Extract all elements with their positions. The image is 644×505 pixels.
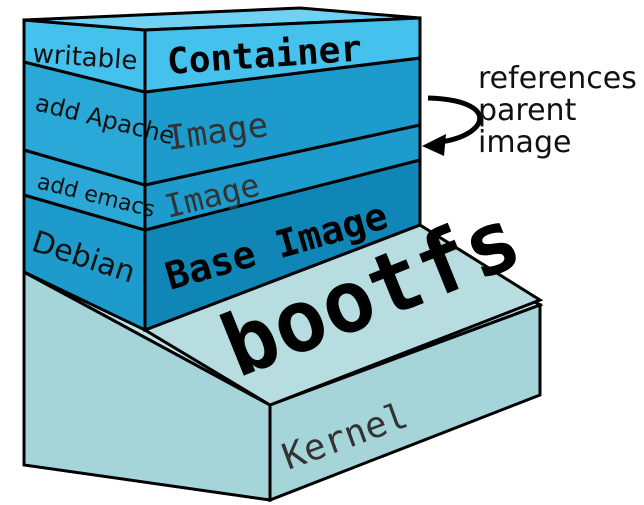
apache-layer: add Apache Image [22,56,422,187]
container-front-face [143,16,422,94]
references-arrow [427,95,483,145]
kernel-front-face [268,302,542,503]
arrow-head-icon [422,134,446,156]
container-side-label: writable [32,39,139,76]
annotation-line-2: parent [478,93,577,128]
annotation: references parent image [422,61,637,160]
annotation-line-1: references [478,61,637,96]
container-layer: writable Container [22,6,422,94]
annotation-line-3: image [478,125,571,160]
